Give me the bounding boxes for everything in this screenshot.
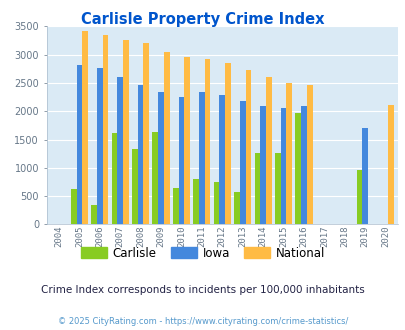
Bar [239,101,245,224]
Bar [198,92,204,224]
Bar [111,133,117,224]
Bar [286,83,291,224]
Bar [152,132,158,224]
Bar [70,189,76,224]
Bar [178,97,184,224]
Bar [164,52,169,224]
Bar [280,109,286,224]
Legend: Carlisle, Iowa, National: Carlisle, Iowa, National [76,242,329,264]
Bar [193,179,198,224]
Bar [137,85,143,224]
Text: Carlisle Property Crime Index: Carlisle Property Crime Index [81,12,324,26]
Bar [97,68,102,224]
Bar [204,59,210,224]
Bar [234,192,239,224]
Bar [254,152,260,224]
Bar [76,65,82,224]
Text: Crime Index corresponds to incidents per 100,000 inhabitants: Crime Index corresponds to incidents per… [41,285,364,295]
Bar [219,95,225,224]
Bar [295,113,301,224]
Bar [82,31,88,224]
Bar [388,105,393,224]
Bar [117,77,123,224]
Bar [213,182,219,224]
Bar [361,128,367,224]
Bar [245,70,251,224]
Bar [265,77,271,224]
Bar [143,43,149,224]
Bar [173,188,178,224]
Bar [132,149,137,224]
Bar [184,57,190,224]
Bar [158,92,164,224]
Bar [274,152,280,224]
Bar [306,85,312,224]
Bar [260,106,265,224]
Bar [123,40,128,224]
Bar [102,35,108,224]
Bar [356,170,361,224]
Bar [225,63,230,224]
Text: © 2025 CityRating.com - https://www.cityrating.com/crime-statistics/: © 2025 CityRating.com - https://www.city… [58,317,347,326]
Bar [301,106,306,224]
Bar [91,205,97,224]
